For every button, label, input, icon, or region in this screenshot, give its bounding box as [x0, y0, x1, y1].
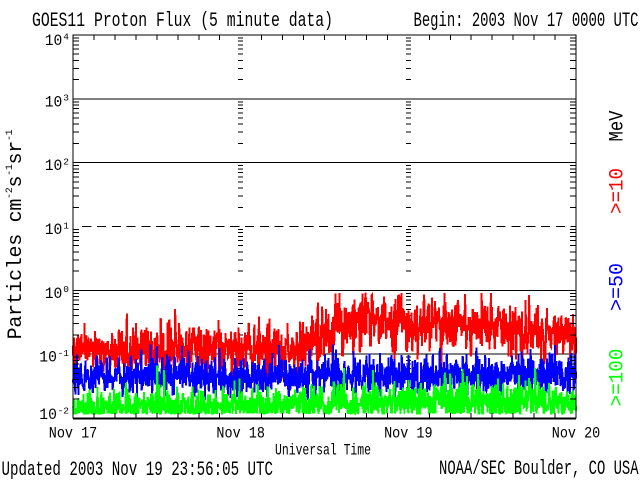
svg-text:MeV: MeV: [607, 111, 630, 142]
svg-text:>=100: >=100: [607, 349, 630, 407]
svg-text:NOAA/SEC Boulder, CO USA: NOAA/SEC Boulder, CO USA: [439, 458, 639, 480]
svg-text:10: 10: [39, 406, 57, 424]
svg-text:10: 10: [45, 285, 63, 303]
svg-text:10: 10: [45, 32, 63, 50]
svg-text:4: 4: [63, 31, 69, 42]
svg-text:0: 0: [63, 284, 69, 295]
svg-text:>=50: >=50: [607, 263, 630, 311]
svg-text:10: 10: [45, 221, 63, 239]
svg-text:2: 2: [63, 157, 69, 168]
svg-text:Nov 19: Nov 19: [384, 424, 433, 442]
svg-text:-1: -1: [58, 348, 70, 359]
svg-text:Updated 2003 Nov 19 23:56:05 U: Updated 2003 Nov 19 23:56:05 UTC: [2, 459, 274, 480]
svg-text:-2: -2: [58, 406, 70, 417]
svg-text:1: 1: [63, 220, 69, 231]
svg-text:10: 10: [39, 349, 57, 367]
svg-text:10: 10: [45, 157, 63, 175]
svg-text:>=10: >=10: [607, 168, 630, 214]
svg-text:10: 10: [45, 93, 63, 111]
svg-text:Universal Time: Universal Time: [275, 442, 371, 460]
svg-text:Particles cm-2s-1sr-1: Particles cm-2s-1sr-1: [5, 129, 28, 339]
svg-text:Nov 17: Nov 17: [49, 424, 98, 442]
svg-text:Nov 18: Nov 18: [216, 424, 265, 442]
svg-text:Nov 20: Nov 20: [552, 424, 601, 442]
svg-text:Begin: 2003 Nov 17 0000 UTC: Begin: 2003 Nov 17 0000 UTC: [414, 10, 639, 33]
svg-text:3: 3: [63, 93, 69, 104]
svg-text:GOES11 Proton Flux (5 minute d: GOES11 Proton Flux (5 minute data): [32, 10, 333, 33]
